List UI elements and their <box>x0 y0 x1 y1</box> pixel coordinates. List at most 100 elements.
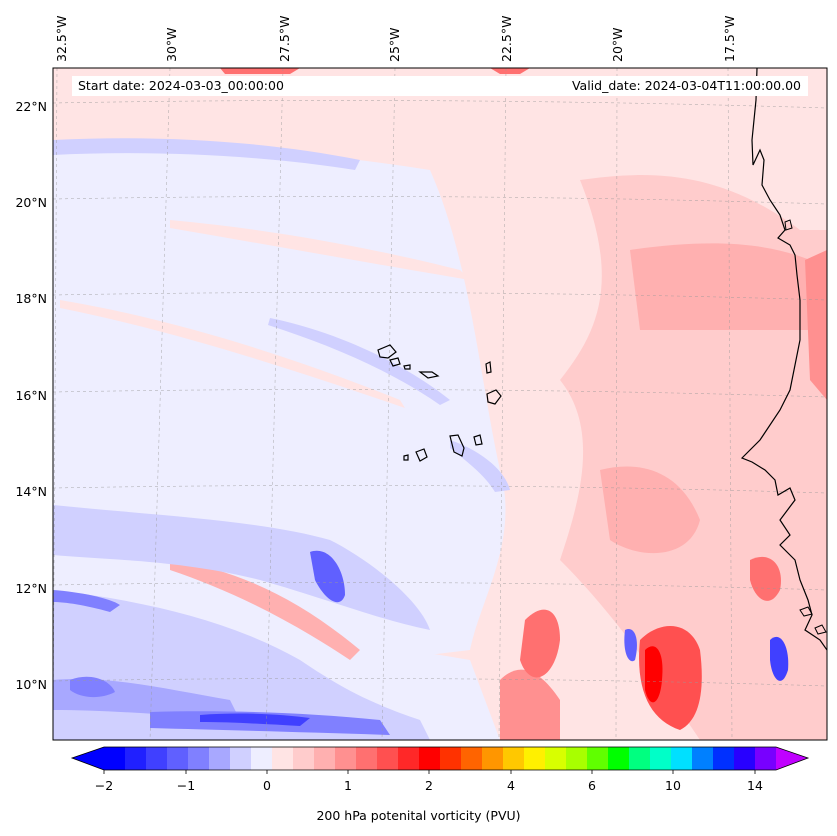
lon-label-32-5w: 32.5°W <box>54 16 69 62</box>
pv-field-blue-core-3 <box>770 636 789 681</box>
colorbar-swatch <box>545 747 567 770</box>
lon-label-25w: 25°W <box>387 27 402 62</box>
colorbar-swatch <box>314 747 336 770</box>
colorbar-swatch <box>230 747 252 770</box>
lat-label-14n: 14°N <box>15 484 47 499</box>
colorbar-swatch <box>293 747 315 770</box>
meridian-22-5w <box>498 68 507 740</box>
island-santiago <box>449 434 465 457</box>
lon-label-30w: 30°W <box>164 27 179 62</box>
pv-field-red-east-edge <box>805 250 827 400</box>
pv-field-red-top-edge <box>220 68 530 74</box>
colorbar-title: 200 hPa potenital vorticity (PVU) <box>316 808 521 823</box>
colorbar-tick-labels: −2 −1 0 1 2 4 6 10 14 <box>95 778 763 793</box>
longitude-labels: 32.5°W 30°W 27.5°W 25°W 22.5°W 20°W 17.5… <box>54 16 737 62</box>
colorbar-swatch <box>335 747 357 770</box>
cabo-verde-islands <box>377 344 502 462</box>
pv-field-blue-islands <box>268 318 450 405</box>
pv-field-red-south-2 <box>520 609 560 678</box>
colorbar-swatch <box>356 747 378 770</box>
tick-label: −1 <box>177 778 195 793</box>
colorbar-swatch <box>713 747 735 770</box>
parallel-20n <box>53 196 827 205</box>
meridian-30w <box>149 68 171 740</box>
island-sao-vicente <box>389 357 401 367</box>
parallel-18n <box>53 292 827 301</box>
colorbar-swatch <box>125 747 147 770</box>
colorbar-swatch <box>377 747 399 770</box>
valid-date-label: Valid_date: 2024-03-04T11:00:00.00 <box>565 76 807 96</box>
tick-label: 0 <box>263 778 271 793</box>
start-date-label: Start date: 2024-03-03_00:00:00 <box>72 76 290 96</box>
pv-field-blue-north <box>53 138 360 170</box>
pv-field-blue-west-edge <box>53 590 120 612</box>
tick-label: 6 <box>588 778 596 793</box>
meridian-20w <box>615 68 618 740</box>
colorbar-swatch <box>671 747 693 770</box>
colorbar-swatch <box>272 747 294 770</box>
tick-label: 10 <box>665 778 681 793</box>
pv-field-blue-core-1 <box>310 550 345 603</box>
lat-label-22n: 22°N <box>15 99 47 114</box>
colorbar-swatch <box>146 747 168 770</box>
colorbar-swatch <box>104 747 126 770</box>
pv-field-blue-core-5 <box>70 676 115 698</box>
lat-label-18n: 18°N <box>15 291 47 306</box>
tick-label: 2 <box>425 778 433 793</box>
meridian-25w <box>381 68 396 740</box>
pv-field-pink-band-2 <box>170 220 470 280</box>
tick-label: 1 <box>344 778 352 793</box>
lon-label-17-5w: 17.5°W <box>722 16 737 62</box>
pv-field-blue-core-4 <box>624 629 637 662</box>
gridlines <box>53 68 827 740</box>
lon-label-27-5w: 27.5°W <box>277 16 292 62</box>
colorbar-over-arrow <box>776 747 808 770</box>
colorbar-swatch <box>440 747 462 770</box>
meridian-27-5w <box>265 68 284 740</box>
pv-field-red-south-1 <box>500 669 560 740</box>
map-frame <box>52 67 828 741</box>
colorbar-under-arrow <box>72 747 104 770</box>
meridian-32-5w <box>53 68 58 740</box>
colorbar-ticks <box>103 770 756 774</box>
island-sal <box>485 361 492 374</box>
colorbar-swatch <box>503 747 525 770</box>
island-santo-antao <box>377 344 397 359</box>
pv-field-red-core-3 <box>750 556 781 601</box>
pv-field-blue-core-2 <box>200 713 310 726</box>
lat-label-12n: 12°N <box>15 581 47 596</box>
pv-field-pink-band-3 <box>60 300 405 408</box>
colorbar-swatch <box>398 747 420 770</box>
colorbar-swatch <box>461 747 483 770</box>
parallel-16n <box>53 389 827 398</box>
colorbar-swatch <box>209 747 231 770</box>
pv-field-red-west-band <box>170 560 360 660</box>
colorbar-swatch <box>692 747 714 770</box>
lon-label-20w: 20°W <box>610 27 625 62</box>
island-santa-luzia <box>403 364 411 370</box>
colorbar-swatch <box>419 747 441 770</box>
colorbar-swatch <box>755 747 777 770</box>
colorbar-swatch <box>587 747 609 770</box>
pv-field-red-core-2 <box>645 646 663 703</box>
parallel-14n <box>53 485 827 494</box>
lat-label-10n: 10°N <box>15 677 47 692</box>
colorbar-swatch <box>482 747 504 770</box>
island-fogo <box>415 448 428 462</box>
lat-label-16n: 16°N <box>15 388 47 403</box>
colorbar-swatch <box>188 747 210 770</box>
island-sao-nicolau <box>418 371 440 379</box>
parallel-10n <box>53 678 827 687</box>
island-boa-vista <box>486 389 502 405</box>
parallel-22n <box>53 100 827 109</box>
colorbar-swatch <box>167 747 189 770</box>
lat-label-20n: 20°N <box>15 195 47 210</box>
tick-label: −2 <box>95 778 113 793</box>
colorbar-swatch <box>629 747 651 770</box>
colorbar: −2 −1 0 1 2 4 6 10 14 <box>70 746 810 793</box>
colorbar-swatch <box>734 747 756 770</box>
colorbar-swatch <box>251 747 273 770</box>
pv-field-blue-islands-2 <box>450 440 510 492</box>
colorbar-swatch <box>650 747 672 770</box>
